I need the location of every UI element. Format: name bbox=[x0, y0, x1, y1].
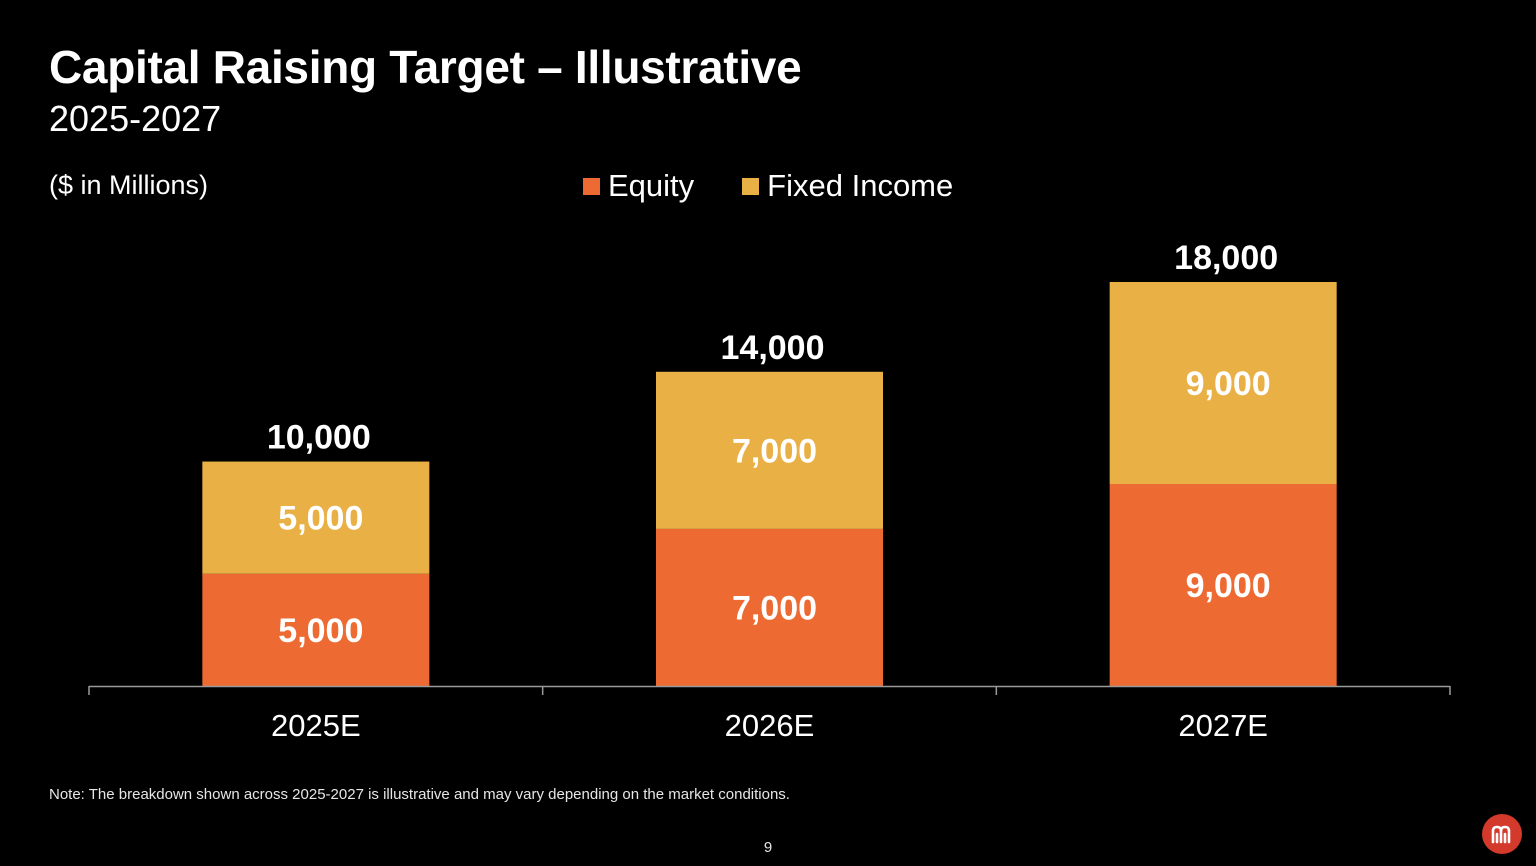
x-tick-label-2025e: 2025E bbox=[271, 708, 361, 743]
legend-swatch-fixed-income bbox=[742, 177, 760, 195]
bar-equity-2027e bbox=[1109, 484, 1337, 686]
data-label-fixed-income-2026e: 7,000 bbox=[732, 432, 817, 470]
bar-fixed-income-2025e bbox=[202, 461, 430, 574]
legend-item-equity: Equity bbox=[583, 168, 694, 204]
data-label-fixed-income-2027e: 9,000 bbox=[1186, 365, 1271, 403]
total-label-2026e: 14,000 bbox=[721, 329, 825, 367]
total-label-2025e: 10,000 bbox=[267, 419, 371, 457]
company-logo bbox=[1482, 814, 1522, 854]
slide-subtitle: 2025-2027 bbox=[49, 98, 222, 139]
data-label-equity-2026e: 7,000 bbox=[732, 589, 817, 627]
units-label: ($ in Millions) bbox=[49, 170, 209, 200]
bar-fixed-income-2027e bbox=[1109, 282, 1337, 484]
page-number: 9 bbox=[763, 839, 773, 856]
legend-label-equity: Equity bbox=[608, 168, 695, 203]
data-label-equity-2027e: 9,000 bbox=[1186, 567, 1271, 605]
logo-mark-icon bbox=[1491, 825, 1511, 844]
total-label-2027e: 18,000 bbox=[1174, 239, 1278, 277]
data-label-equity-2025e: 5,000 bbox=[278, 612, 363, 650]
x-tick-label-2027e: 2027E bbox=[1178, 708, 1268, 743]
bar-fixed-income-2026e bbox=[656, 371, 883, 529]
data-label-fixed-income-2025e: 5,000 bbox=[278, 500, 363, 538]
bar-equity-2026e bbox=[656, 528, 883, 686]
legend-item-fixed-income: Fixed Income bbox=[742, 168, 953, 204]
bar-equity-2025e bbox=[202, 573, 430, 686]
legend-swatch-equity bbox=[583, 177, 600, 195]
legend-label-fixed-income: Fixed Income bbox=[767, 168, 954, 203]
footnote: Note: The breakdown shown across 2025-20… bbox=[49, 786, 790, 803]
x-tick-label-2026e: 2026E bbox=[725, 708, 815, 743]
chart-legend: Equity Fixed Income bbox=[583, 168, 1001, 204]
slide-title: Capital Raising Target – Illustrative bbox=[49, 41, 802, 93]
